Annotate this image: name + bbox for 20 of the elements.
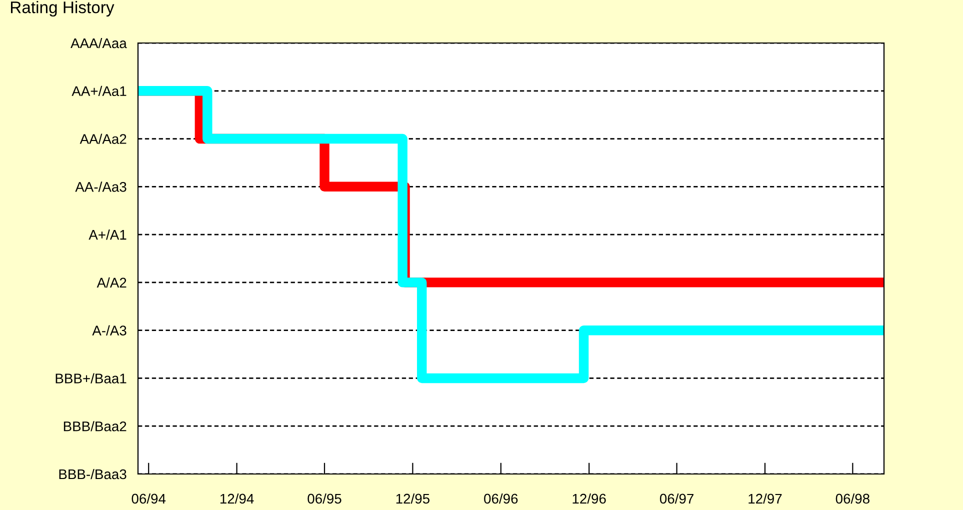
- text: BBB-/Baa3: [59, 468, 126, 480]
- x-tick-label: 06/95: [308, 493, 342, 504]
- x-tick-label: 06/97: [660, 493, 694, 504]
- text: BBB+/Baa1: [56, 373, 126, 384]
- chart-title: Rating History: [10, 1, 114, 17]
- x-tick-label: 06/94: [132, 493, 166, 504]
- text: AA+/Aa1: [72, 86, 126, 96]
- text: AA-/Aa3: [75, 182, 126, 192]
- x-tick-label: 12/97: [748, 493, 782, 504]
- x-tick-label: 06/98: [836, 493, 870, 504]
- text: BBB/Baa2: [64, 421, 126, 432]
- text: A/A2: [96, 277, 126, 288]
- x-tick-label: 12/96: [572, 493, 606, 504]
- text: A+/A1: [88, 230, 126, 240]
- text: AA/Aa2: [80, 134, 126, 144]
- text: AAA/Aaa: [70, 38, 127, 48]
- x-tick-label: 06/96: [484, 493, 518, 504]
- x-tick-label: 12/94: [220, 493, 254, 504]
- x-tick-label: 12/95: [396, 493, 430, 504]
- text: A-/A3: [92, 325, 126, 336]
